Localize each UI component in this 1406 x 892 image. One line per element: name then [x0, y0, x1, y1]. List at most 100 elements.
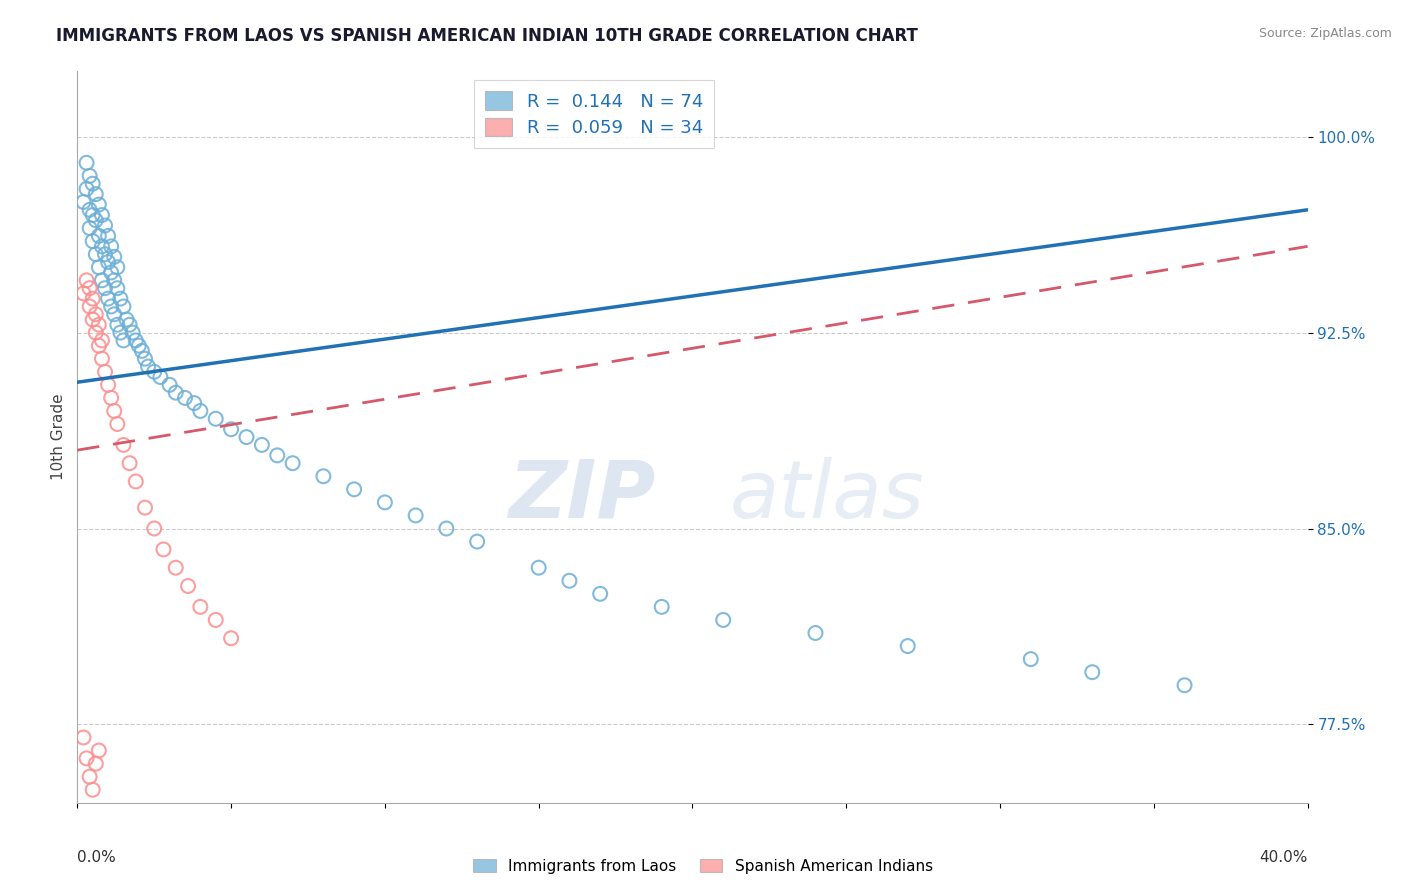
- Point: [76, 182, 98, 196]
- Point: [79, 300, 101, 314]
- Point: [219, 631, 242, 645]
- Point: [72, 286, 94, 301]
- Point: [204, 411, 226, 425]
- Legend: R =  0.144   N = 74, R =  0.059   N = 34: R = 0.144 N = 74, R = 0.059 N = 34: [474, 80, 714, 148]
- Text: 40.0%: 40.0%: [1260, 850, 1308, 865]
- Point: [103, 307, 125, 321]
- Point: [128, 338, 150, 352]
- Point: [527, 560, 550, 574]
- Point: [121, 326, 143, 340]
- Point: [374, 495, 396, 509]
- Point: [90, 208, 114, 222]
- Point: [82, 234, 104, 248]
- Point: [110, 292, 132, 306]
- Point: [76, 751, 98, 765]
- Point: [711, 613, 734, 627]
- Point: [79, 770, 101, 784]
- Point: [266, 448, 288, 462]
- Point: [177, 579, 200, 593]
- Point: [79, 169, 101, 183]
- Point: [235, 430, 257, 444]
- Point: [188, 599, 212, 614]
- Point: [804, 626, 827, 640]
- Point: [112, 300, 135, 314]
- Point: [183, 396, 205, 410]
- Point: [112, 334, 135, 348]
- Point: [897, 639, 920, 653]
- Point: [134, 351, 156, 366]
- Point: [82, 782, 104, 797]
- Point: [312, 469, 335, 483]
- Point: [84, 326, 107, 340]
- Point: [165, 560, 187, 574]
- Point: [82, 312, 104, 326]
- Point: [405, 508, 427, 523]
- Point: [72, 194, 94, 209]
- Point: [100, 300, 122, 314]
- Point: [589, 587, 612, 601]
- Point: [134, 500, 156, 515]
- Point: [84, 756, 107, 771]
- Point: [125, 475, 148, 489]
- Point: [87, 228, 110, 243]
- Point: [100, 265, 122, 279]
- Point: [76, 155, 98, 169]
- Point: [105, 281, 128, 295]
- Point: [143, 521, 166, 535]
- Text: Source: ZipAtlas.com: Source: ZipAtlas.com: [1258, 27, 1392, 40]
- Point: [112, 438, 135, 452]
- Point: [125, 334, 148, 348]
- Point: [100, 239, 122, 253]
- Point: [87, 318, 110, 332]
- Point: [97, 255, 120, 269]
- Text: IMMIGRANTS FROM LAOS VS SPANISH AMERICAN INDIAN 10TH GRADE CORRELATION CHART: IMMIGRANTS FROM LAOS VS SPANISH AMERICAN…: [56, 27, 918, 45]
- Point: [204, 613, 226, 627]
- Point: [188, 404, 212, 418]
- Point: [97, 377, 120, 392]
- Point: [1019, 652, 1042, 666]
- Point: [94, 247, 117, 261]
- Point: [94, 365, 117, 379]
- Point: [72, 731, 94, 745]
- Point: [90, 239, 114, 253]
- Text: atlas: atlas: [730, 457, 924, 534]
- Point: [79, 281, 101, 295]
- Point: [558, 574, 581, 588]
- Point: [343, 483, 366, 497]
- Point: [110, 326, 132, 340]
- Point: [159, 377, 181, 392]
- Point: [131, 343, 153, 358]
- Point: [97, 292, 120, 306]
- Point: [87, 338, 110, 352]
- Point: [149, 370, 172, 384]
- Point: [1081, 665, 1104, 680]
- Point: [90, 273, 114, 287]
- Point: [250, 438, 273, 452]
- Point: [105, 318, 128, 332]
- Point: [97, 228, 120, 243]
- Point: [118, 318, 141, 332]
- Point: [136, 359, 159, 374]
- Point: [87, 260, 110, 275]
- Point: [84, 247, 107, 261]
- Point: [90, 334, 114, 348]
- Point: [87, 743, 110, 757]
- Point: [118, 456, 141, 470]
- Point: [436, 521, 458, 535]
- Point: [281, 456, 304, 470]
- Point: [90, 351, 114, 366]
- Point: [103, 404, 125, 418]
- Point: [143, 365, 166, 379]
- Point: [94, 281, 117, 295]
- Point: [465, 534, 488, 549]
- Point: [76, 273, 98, 287]
- Point: [82, 292, 104, 306]
- Point: [79, 221, 101, 235]
- Y-axis label: 10th Grade: 10th Grade: [51, 393, 66, 481]
- Point: [105, 260, 128, 275]
- Point: [103, 250, 125, 264]
- Point: [82, 208, 104, 222]
- Point: [651, 599, 673, 614]
- Point: [105, 417, 128, 431]
- Text: 0.0%: 0.0%: [77, 850, 117, 865]
